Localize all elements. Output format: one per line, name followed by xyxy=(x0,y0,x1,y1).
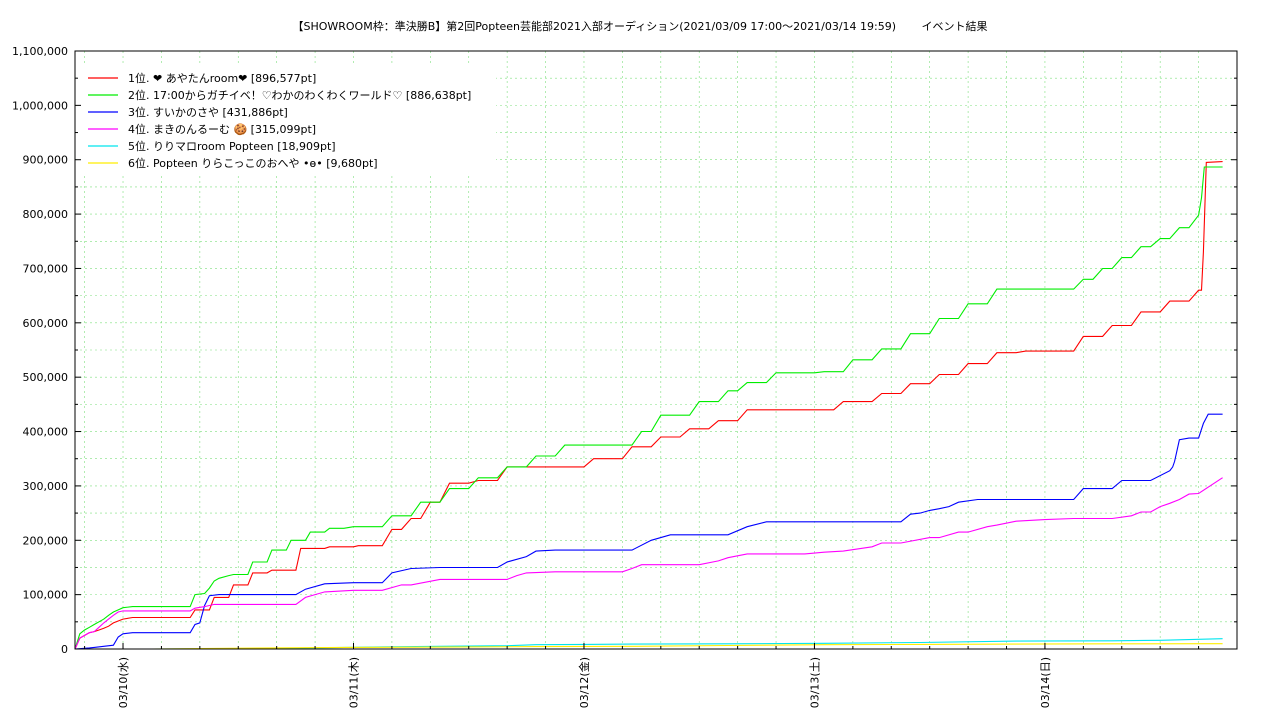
chart-title: 【SHOWROOM枠：準決勝B】第2回Popteen芸能部2021入部オーディシ… xyxy=(292,20,988,33)
y-tick-label: 400,000 xyxy=(23,426,69,439)
x-tick-label: 03/10(水) xyxy=(117,657,130,708)
legend-entry-3: 3位. すいかのさや [431,886pt] xyxy=(128,105,288,119)
legend-entry-5: 5位. りりマロroom Popteen [18,909pt] xyxy=(128,139,336,153)
y-tick-label: 100,000 xyxy=(23,589,69,602)
series-line-1 xyxy=(74,161,1223,650)
y-tick-label: 600,000 xyxy=(23,317,69,330)
x-tick-label: 03/12(金) xyxy=(577,657,591,708)
legend: 1位. ❤ あやたんroom❤ [896,577pt] 2位. 17:00からガチ… xyxy=(88,71,471,170)
grid xyxy=(75,50,1238,650)
series-line-2 xyxy=(74,166,1223,650)
y-tick-label: 1,100,000 xyxy=(12,45,68,58)
y-tick-label: 200,000 xyxy=(23,534,69,547)
series-line-3 xyxy=(74,413,1223,650)
y-tick-label: 700,000 xyxy=(23,262,69,275)
y-tick-label: 800,000 xyxy=(23,208,69,221)
x-tick-label: 03/11(木) xyxy=(347,657,360,708)
y-tick-label: 300,000 xyxy=(23,480,69,493)
y-tick-label: 900,000 xyxy=(23,154,69,167)
x-tick-label: 03/14(日) xyxy=(1039,657,1052,708)
series-lines xyxy=(74,161,1223,650)
legend-background xyxy=(80,64,496,174)
y-tick-label: 0 xyxy=(61,643,68,656)
y-axis: 0 100,000 200,000 300,000 400,000 500,000 600,… xyxy=(12,45,1237,656)
series-line-4 xyxy=(74,477,1223,650)
x-tick-label: 03/13(土) xyxy=(808,657,821,708)
legend-entry-4: 4位. まきのんるーむ 🍪 [315,099pt] xyxy=(128,122,316,136)
legend-entry-6: 6位. Popteen りらこっこのおへや •ɵ• [9,680pt] xyxy=(128,156,378,170)
legend-entry-2: 2位. 17:00からガチイベ！♡わかのわくわくワールド♡ [886,638pt… xyxy=(128,88,471,102)
y-tick-label: 1,000,000 xyxy=(12,99,68,112)
y-tick-label: 500,000 xyxy=(23,371,69,384)
x-axis: 03/10(水) 03/11(木) 03/12(金) 03/13(土) 03/14(日) xyxy=(84,643,1238,708)
legend-entry-1: 1位. ❤ あやたんroom❤ [896,577pt] xyxy=(128,71,316,85)
